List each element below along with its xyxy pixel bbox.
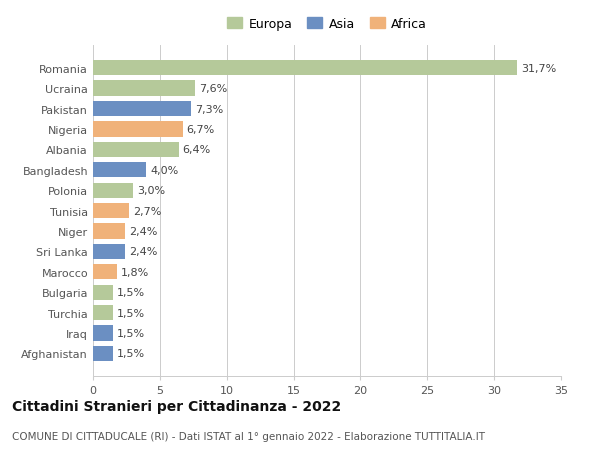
Bar [93, 346, 113, 361]
Text: 4,0%: 4,0% [151, 165, 179, 175]
Text: 2,4%: 2,4% [129, 227, 157, 236]
Text: 7,6%: 7,6% [199, 84, 227, 94]
Text: 6,7%: 6,7% [187, 125, 215, 134]
Text: 1,5%: 1,5% [117, 349, 145, 359]
Text: 3,0%: 3,0% [137, 186, 165, 196]
Bar [93, 101, 191, 117]
Bar [93, 81, 194, 96]
Text: COMUNE DI CITTADUCALE (RI) - Dati ISTAT al 1° gennaio 2022 - Elaborazione TUTTIT: COMUNE DI CITTADUCALE (RI) - Dati ISTAT … [12, 431, 485, 442]
Bar [93, 224, 125, 239]
Bar [93, 305, 113, 321]
Text: 1,5%: 1,5% [117, 328, 145, 338]
Bar [93, 264, 117, 280]
Bar [93, 203, 129, 219]
Bar [93, 183, 133, 198]
Text: 2,4%: 2,4% [129, 247, 157, 257]
Bar [93, 326, 113, 341]
Text: 2,7%: 2,7% [133, 206, 161, 216]
Text: 7,3%: 7,3% [194, 104, 223, 114]
Bar [93, 122, 182, 137]
Text: 1,8%: 1,8% [121, 267, 149, 277]
Text: 6,4%: 6,4% [182, 145, 211, 155]
Bar [93, 285, 113, 300]
Bar [93, 142, 179, 158]
Bar [93, 61, 517, 76]
Text: 1,5%: 1,5% [117, 308, 145, 318]
Bar [93, 163, 146, 178]
Bar [93, 244, 125, 259]
Text: Cittadini Stranieri per Cittadinanza - 2022: Cittadini Stranieri per Cittadinanza - 2… [12, 399, 341, 413]
Text: 31,7%: 31,7% [521, 63, 556, 73]
Text: 1,5%: 1,5% [117, 288, 145, 297]
Legend: Europa, Asia, Africa: Europa, Asia, Africa [222, 12, 432, 35]
